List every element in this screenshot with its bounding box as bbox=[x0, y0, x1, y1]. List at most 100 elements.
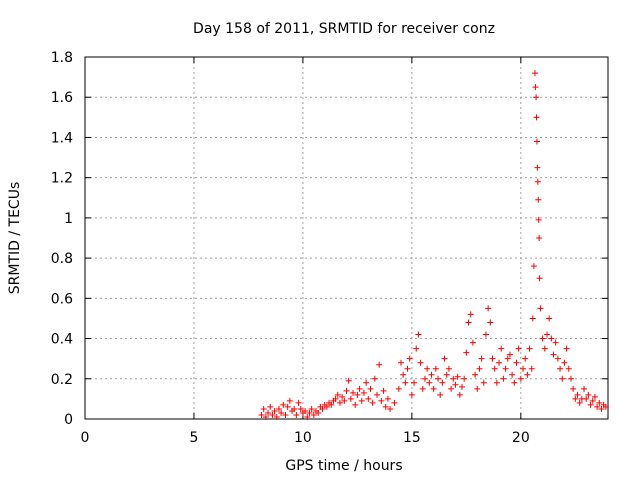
data-point bbox=[534, 164, 541, 171]
data-point bbox=[530, 263, 537, 270]
data-point bbox=[365, 395, 372, 402]
data-point bbox=[424, 365, 431, 372]
data-point bbox=[493, 379, 500, 386]
data-point bbox=[354, 391, 361, 398]
data-point bbox=[539, 335, 546, 342]
y-tick-label: 0.6 bbox=[51, 291, 73, 307]
data-point bbox=[302, 407, 309, 414]
data-point bbox=[297, 405, 304, 412]
data-point bbox=[387, 405, 394, 412]
data-point bbox=[391, 399, 398, 406]
data-point bbox=[384, 395, 391, 402]
data-point bbox=[478, 355, 485, 362]
axis-layer bbox=[84, 56, 609, 420]
data-point bbox=[485, 305, 492, 312]
data-point bbox=[408, 391, 415, 398]
data-point bbox=[574, 391, 581, 398]
data-point bbox=[295, 399, 302, 406]
data-point bbox=[546, 315, 553, 322]
data-point bbox=[269, 411, 276, 418]
data-point bbox=[531, 70, 538, 77]
data-point bbox=[380, 387, 387, 394]
data-point bbox=[465, 319, 472, 326]
data-point bbox=[411, 379, 418, 386]
data-point bbox=[487, 319, 494, 326]
data-point bbox=[282, 411, 289, 418]
data-point bbox=[319, 405, 326, 412]
data-point bbox=[524, 371, 531, 378]
data-point bbox=[480, 379, 487, 386]
data-point bbox=[445, 365, 452, 372]
data-point bbox=[308, 405, 315, 412]
data-point bbox=[419, 385, 426, 392]
data-point bbox=[278, 409, 285, 416]
data-point bbox=[472, 371, 479, 378]
data-point bbox=[413, 345, 420, 352]
data-point bbox=[594, 403, 601, 410]
data-point bbox=[437, 391, 444, 398]
data-point bbox=[504, 355, 511, 362]
data-point bbox=[360, 389, 367, 396]
data-point bbox=[533, 94, 540, 101]
data-point bbox=[432, 365, 439, 372]
data-point bbox=[548, 335, 555, 342]
data-point bbox=[498, 345, 505, 352]
data-point bbox=[587, 401, 594, 408]
data-point bbox=[528, 365, 535, 372]
data-point bbox=[262, 413, 269, 420]
data-point bbox=[506, 351, 513, 358]
data-point bbox=[341, 397, 348, 404]
data-point bbox=[435, 375, 442, 382]
y-tick-label: 1.6 bbox=[51, 90, 73, 106]
data-point bbox=[576, 399, 583, 406]
data-point bbox=[476, 365, 483, 372]
grid-layer bbox=[85, 57, 608, 419]
data-point bbox=[265, 409, 272, 416]
data-point bbox=[336, 399, 343, 406]
data-point bbox=[491, 365, 498, 372]
data-point bbox=[284, 403, 291, 410]
data-point bbox=[358, 397, 365, 404]
y-tick-label: 0.2 bbox=[51, 372, 73, 388]
data-point bbox=[533, 114, 540, 121]
data-point bbox=[561, 359, 568, 366]
data-points-layer bbox=[258, 70, 609, 420]
y-tick-label: 0.8 bbox=[51, 251, 73, 267]
data-point bbox=[415, 331, 422, 338]
y-tick-label: 1 bbox=[64, 211, 73, 227]
data-point bbox=[310, 411, 317, 418]
data-point bbox=[406, 355, 413, 362]
data-point bbox=[526, 345, 533, 352]
data-point bbox=[439, 379, 446, 386]
tick-labels-layer: 0 5 10 15 20 0 0.2 0.4 0.6 0.8 1 1.2 1.4 1.6 1.8 bbox=[51, 50, 530, 446]
data-point bbox=[456, 391, 463, 398]
data-point bbox=[347, 395, 354, 402]
y-tick-label: 1.4 bbox=[51, 130, 73, 146]
data-point bbox=[428, 371, 435, 378]
data-point bbox=[350, 389, 357, 396]
data-point bbox=[535, 216, 542, 223]
data-point bbox=[515, 345, 522, 352]
x-axis-label: GPS time / hours bbox=[285, 458, 402, 474]
data-point bbox=[552, 339, 559, 346]
x-tick-label: 5 bbox=[189, 430, 198, 446]
data-point bbox=[602, 403, 609, 410]
data-point bbox=[529, 315, 536, 322]
data-point bbox=[532, 84, 539, 91]
data-point bbox=[273, 413, 280, 420]
data-point bbox=[454, 373, 461, 380]
data-point bbox=[452, 381, 459, 388]
data-point bbox=[404, 365, 411, 372]
y-tick-label: 0 bbox=[64, 412, 73, 428]
data-point bbox=[461, 375, 468, 382]
data-point bbox=[426, 379, 433, 386]
data-point bbox=[369, 399, 376, 406]
data-point bbox=[315, 409, 322, 416]
data-point bbox=[293, 411, 300, 418]
data-point bbox=[509, 371, 516, 378]
data-point bbox=[565, 365, 572, 372]
data-point bbox=[563, 345, 570, 352]
data-point bbox=[260, 405, 267, 412]
data-point bbox=[537, 305, 544, 312]
